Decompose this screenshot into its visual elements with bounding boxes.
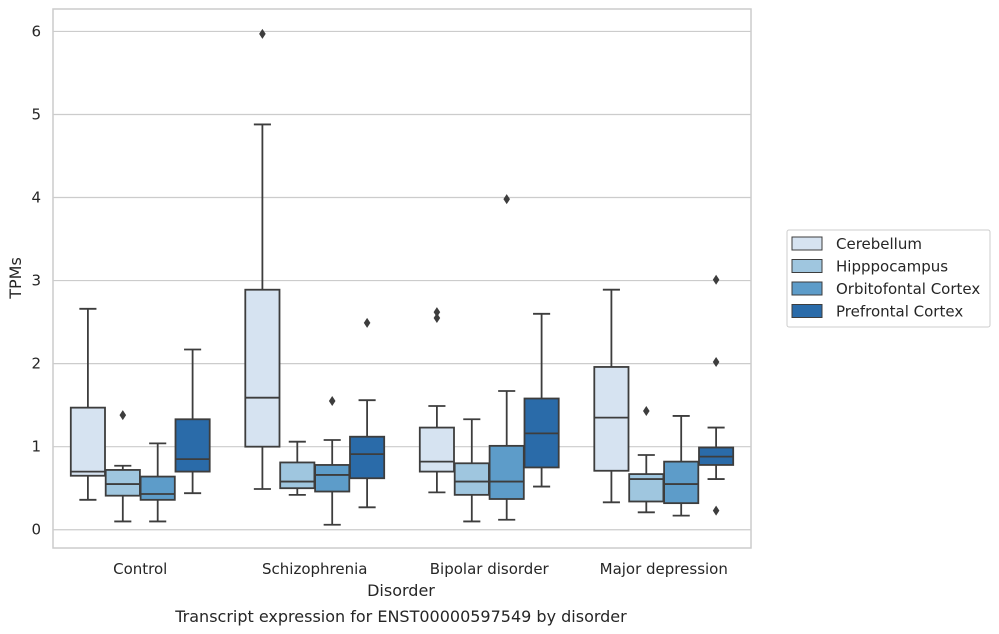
y-axis-title: TPMs (6, 257, 25, 300)
y-tick-label: 3 (31, 272, 41, 290)
box-prefrontal-cortex (174, 348, 211, 495)
y-tick-label: 5 (31, 105, 41, 123)
x-tick-labels: Control Schizophrenia Bipolar disorder Majo… (113, 560, 728, 578)
legend-label: Cerebellum (836, 235, 922, 253)
legend-label: Hipppocampus (836, 258, 948, 276)
box-prefrontal-cortex (523, 312, 560, 488)
outlier-point (119, 410, 127, 421)
x-tick-label: Schizophrenia (262, 560, 367, 578)
legend-swatch (791, 236, 823, 251)
boxes (69, 28, 735, 526)
x-tick-label: Control (113, 560, 167, 578)
box-hipppocampus (453, 418, 490, 523)
box-body (663, 460, 700, 505)
y-tick-label: 4 (31, 189, 41, 207)
box-body (314, 464, 351, 493)
box-cerebellum (69, 307, 106, 501)
box-body (174, 418, 211, 473)
legend-frame (786, 229, 991, 328)
outlier-point (363, 317, 371, 328)
box-prefrontal-cortex (698, 274, 735, 516)
y-tick-label: 2 (31, 355, 41, 373)
outlier-point (259, 28, 266, 39)
box-body (349, 435, 386, 480)
box-prefrontal-cortex (349, 317, 386, 509)
gridlines (53, 30, 751, 531)
box-orbitofontal-cortex (488, 194, 525, 521)
outlier-point (643, 405, 650, 416)
legend-label: Orbitofontal Cortex (836, 280, 980, 298)
legend-swatch (791, 304, 823, 318)
legend-swatch (791, 281, 823, 296)
box-body (453, 462, 490, 496)
box-body (139, 475, 176, 501)
x-tick-label: Bipolar disorder (430, 560, 550, 578)
outlier-point (712, 356, 720, 367)
y-tick-labels: 0 1 2 3 4 5 6 (31, 22, 41, 538)
box-hipppocampus (628, 405, 665, 514)
box-body (244, 288, 281, 448)
box-body (69, 406, 106, 477)
box-body (418, 426, 455, 473)
box-body (104, 469, 141, 497)
box-body (279, 461, 316, 490)
outlier-point (712, 274, 720, 285)
box-hipppocampus (279, 440, 316, 496)
y-tick-label: 6 (31, 22, 41, 40)
box-orbitofontal-cortex (663, 415, 700, 517)
x-tick-label: Major depression (600, 560, 728, 578)
box-body (488, 444, 525, 500)
outlier-point (433, 307, 441, 318)
box-orbitofontal-cortex (314, 396, 351, 526)
legend-swatch (791, 259, 823, 273)
outlier-point (328, 396, 336, 406)
box-cerebellum (244, 28, 281, 490)
outlier-point (433, 312, 441, 323)
legend: Cerebellum Hipppocampus Orbitofontal Corte… (786, 229, 991, 328)
box-hipppocampus (104, 410, 141, 523)
plot-frame (52, 8, 752, 549)
y-tick-label: 1 (31, 438, 41, 456)
box-cerebellum (418, 307, 455, 494)
y-tick-label: 0 (31, 521, 41, 539)
outlier-point (712, 505, 720, 516)
chart-title: Transcript expression for ENST0000059754… (174, 607, 627, 626)
legend-label: Prefrontal Cortex (836, 303, 963, 321)
x-axis-title: Disorder (367, 581, 435, 600)
outlier-point (503, 194, 510, 205)
box-cerebellum (593, 288, 630, 504)
box-body (593, 366, 630, 472)
box-orbitofontal-cortex (139, 442, 176, 523)
